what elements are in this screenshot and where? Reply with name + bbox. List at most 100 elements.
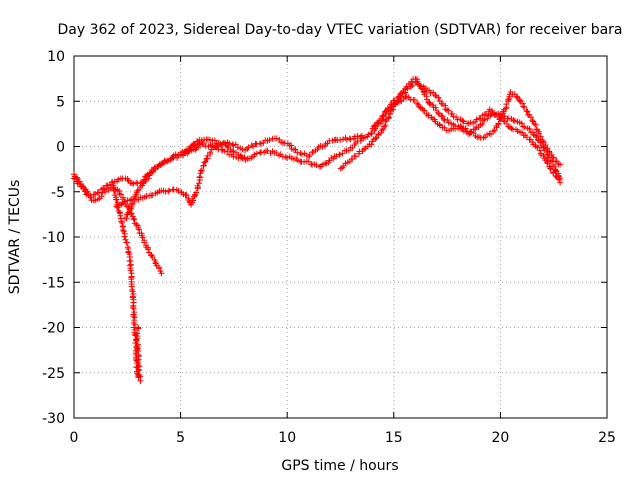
data-point (110, 187, 117, 194)
data-point (134, 341, 141, 348)
data-point (166, 187, 173, 194)
y-tick-label: 5 (56, 94, 65, 110)
data-point (481, 116, 488, 123)
data-point (411, 97, 418, 104)
data-point (380, 126, 387, 133)
data-point (557, 161, 564, 168)
data-point (126, 197, 133, 204)
data-point (368, 141, 375, 148)
series-pass-c (108, 179, 144, 384)
y-tick-label: 0 (56, 140, 65, 156)
data-point (129, 304, 136, 311)
data-point (518, 120, 525, 127)
data-point (80, 184, 87, 191)
data-point (116, 187, 123, 194)
data-point (536, 130, 543, 137)
data-point (119, 219, 126, 226)
data-point (130, 215, 137, 222)
series-pass-e (113, 132, 365, 210)
data-point (380, 112, 387, 119)
data-point (454, 116, 461, 123)
data-point (156, 265, 163, 272)
data-point (134, 187, 141, 194)
data-point (108, 179, 115, 186)
data-point (426, 99, 433, 106)
x-tick-label: 10 (278, 430, 296, 446)
data-point (532, 121, 539, 128)
data-point (479, 120, 486, 127)
data-point (136, 363, 143, 370)
data-point (382, 108, 389, 115)
data-point (193, 189, 200, 196)
data-point (117, 212, 124, 219)
data-point (505, 96, 512, 103)
data-point (426, 87, 433, 94)
x-tick-label: 20 (491, 430, 509, 446)
data-point (253, 150, 260, 157)
data-point (197, 167, 204, 174)
data-point (409, 82, 416, 89)
data-point (118, 218, 125, 225)
y-tick-label: 10 (47, 49, 65, 65)
data-point (194, 182, 201, 189)
data-point (527, 114, 534, 121)
data-point (516, 97, 523, 104)
data-point (212, 143, 219, 150)
data-point (313, 162, 320, 169)
data-point (134, 324, 141, 331)
data-point (550, 169, 557, 176)
data-point (547, 165, 554, 172)
data-point (339, 150, 346, 157)
data-point (421, 107, 428, 114)
data-point (523, 107, 530, 114)
series-pass-h (369, 79, 564, 182)
data-point (135, 224, 142, 231)
data-point (127, 267, 134, 274)
data-point (288, 142, 295, 149)
y-tick-label: -20 (42, 321, 65, 337)
data-point (73, 174, 80, 181)
data-point (144, 246, 151, 253)
data-point (508, 125, 515, 132)
data-point (292, 146, 299, 153)
data-point (201, 159, 208, 166)
data-point (445, 119, 452, 126)
data-point (117, 191, 124, 198)
data-point (524, 108, 531, 115)
data-point (361, 146, 368, 153)
data-point (113, 203, 120, 210)
data-point (195, 180, 202, 187)
data-point (440, 115, 447, 122)
data-point (457, 122, 464, 129)
data-point (503, 101, 510, 108)
series-pass-g (337, 75, 564, 172)
data-point (378, 129, 385, 136)
data-point (148, 252, 155, 259)
data-point (191, 141, 198, 148)
data-point (81, 187, 88, 194)
data-point (550, 154, 557, 161)
y-tick-label: -25 (42, 366, 65, 382)
data-point (484, 115, 491, 122)
data-point (190, 197, 197, 204)
data-point (416, 103, 423, 110)
data-point (372, 135, 379, 142)
data-point (158, 270, 165, 277)
data-point (130, 196, 137, 203)
data-point (264, 147, 271, 154)
data-point (116, 190, 123, 197)
data-point (452, 122, 459, 129)
data-point (523, 134, 530, 141)
data-point (539, 138, 546, 145)
data-point (150, 166, 157, 173)
data-point (248, 142, 255, 149)
data-point (306, 151, 313, 158)
data-point (520, 103, 527, 110)
data-point (129, 288, 136, 295)
data-point (542, 142, 549, 149)
data-point (125, 209, 132, 216)
data-point (250, 143, 257, 150)
data-point (352, 153, 359, 160)
y-tick-label: -10 (42, 230, 65, 246)
